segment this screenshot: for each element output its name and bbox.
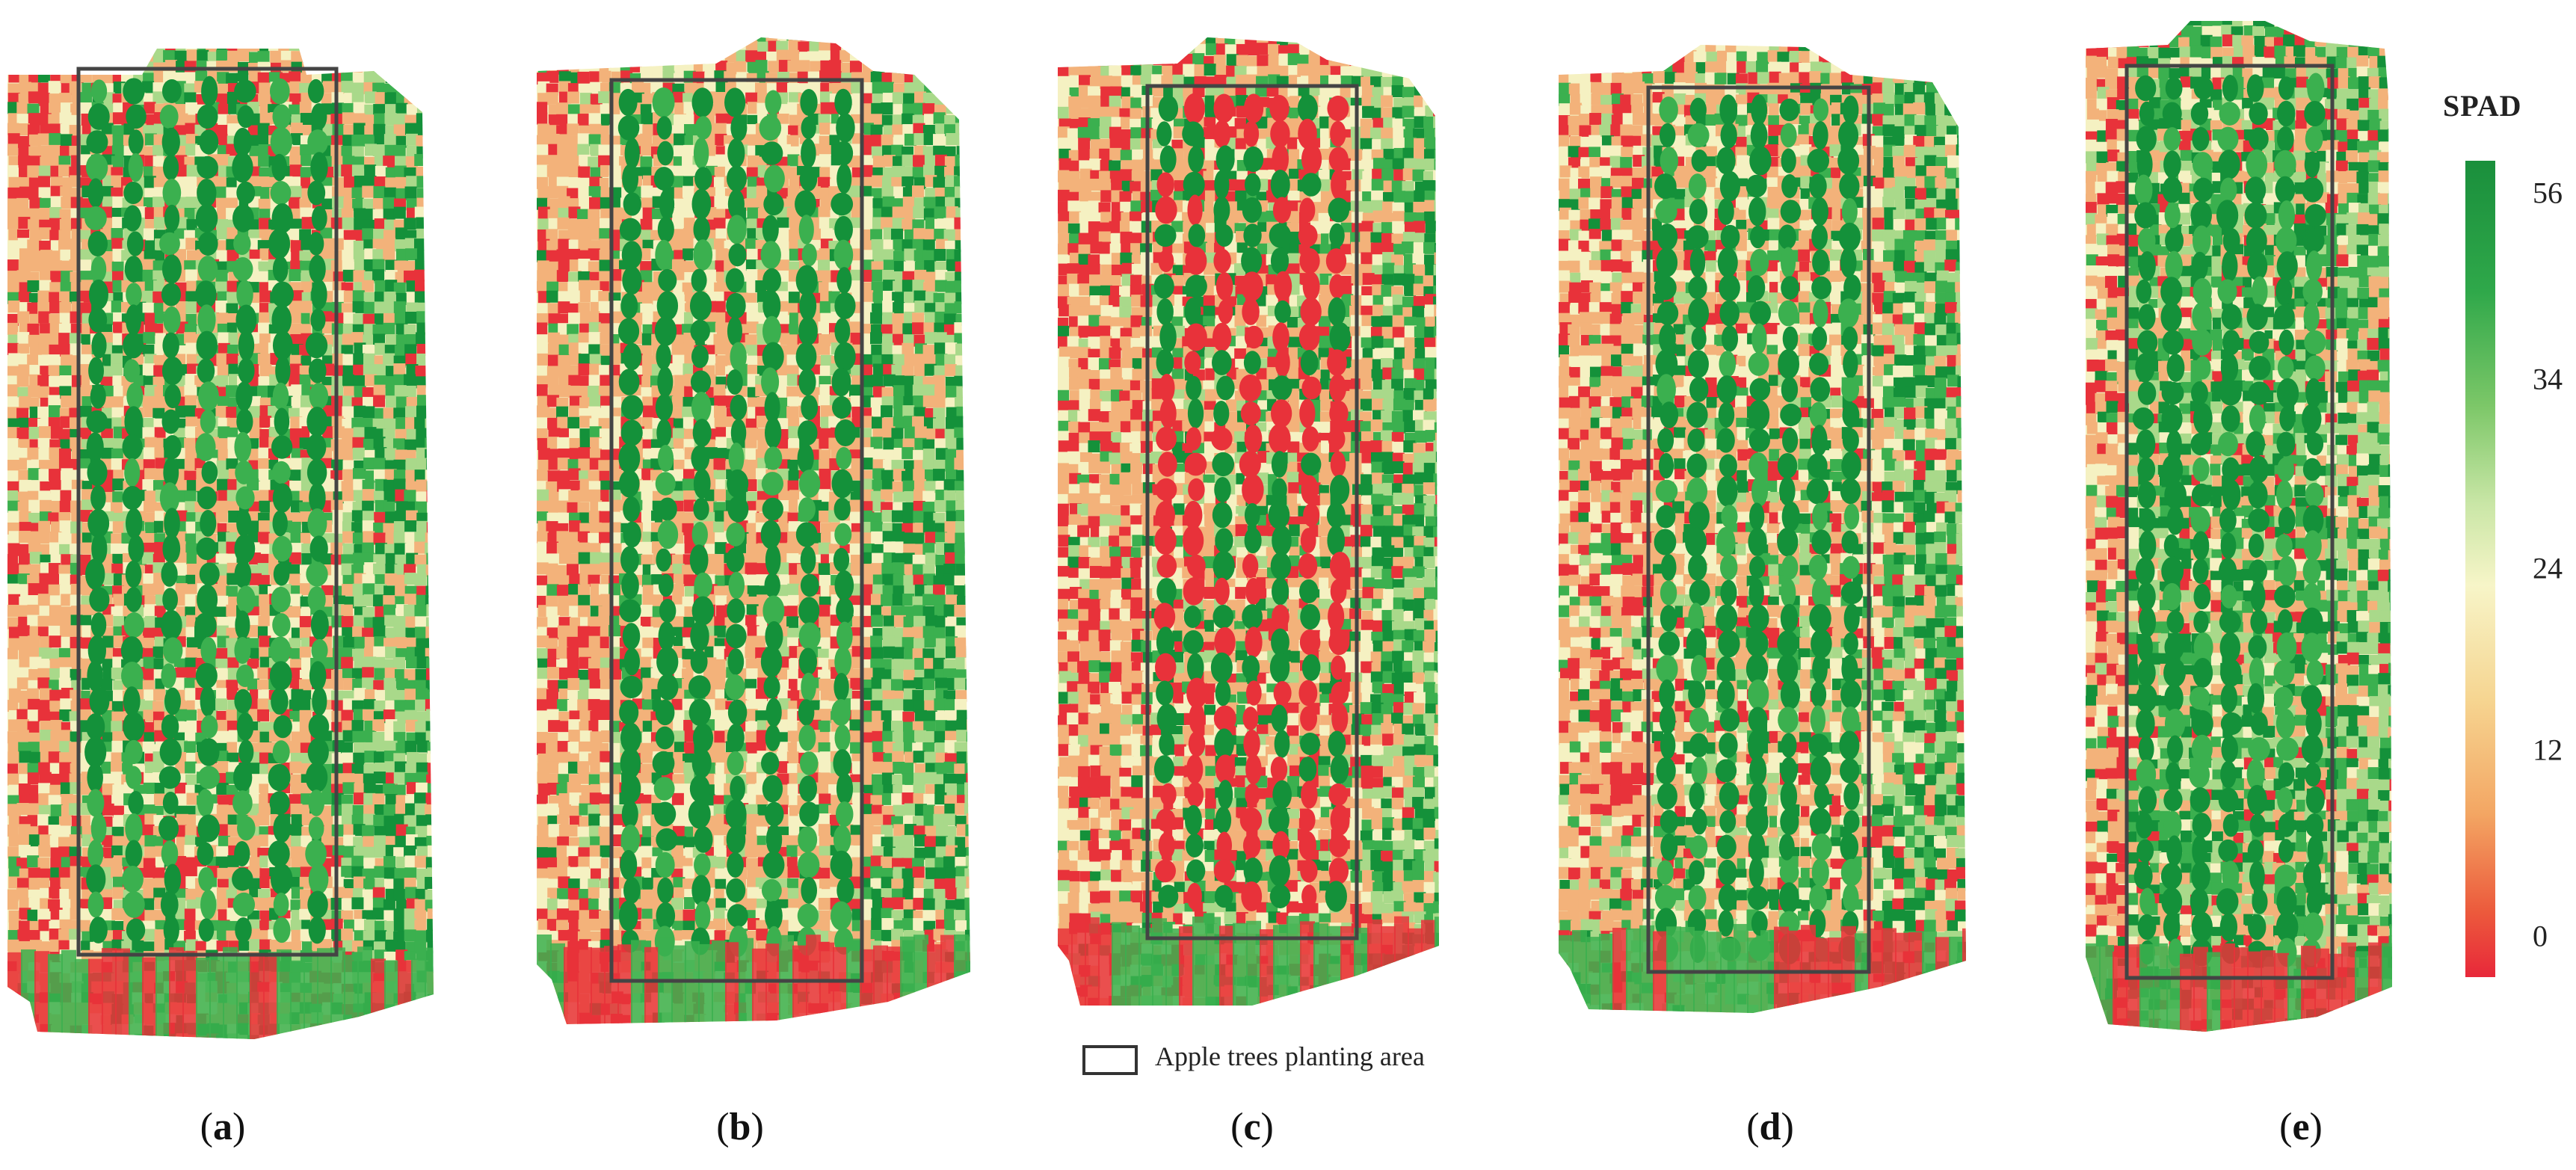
planting-area-frame-a	[76, 67, 339, 957]
spad-colorbar	[2465, 161, 2495, 977]
spad-map-panel-e	[2086, 15, 2392, 1032]
planting-area-frame-d	[1646, 85, 1871, 974]
colorbar-tick-56: 56	[2533, 176, 2563, 210]
spad-map-panel-a	[7, 30, 434, 1039]
spad-map-image-b	[537, 37, 970, 1024]
spad-map-image-c	[1058, 37, 1439, 1006]
colorbar-tick-0: 0	[2533, 919, 2548, 953]
spad-map-panel-b	[537, 30, 970, 1024]
spad-map-panel-c	[1058, 34, 1439, 1006]
planting-area-legend-swatch	[1082, 1045, 1138, 1075]
planting-area-frame-e	[2124, 64, 2335, 980]
planting-area-frame-b	[609, 78, 864, 983]
planting-area-frame-c	[1145, 84, 1359, 940]
panel-label-c: (c)	[1230, 1106, 1274, 1148]
spad-map-panel-d	[1559, 41, 1966, 1013]
panel-label-e: (e)	[2279, 1106, 2323, 1148]
panel-label-a: (a)	[200, 1106, 246, 1148]
planting-area-legend-label: Apple trees planting area	[1155, 1041, 1425, 1071]
colorbar-tick-12: 12	[2533, 733, 2563, 767]
colorbar-title: SPAD	[2443, 89, 2522, 123]
colorbar-tick-24: 24	[2533, 551, 2563, 585]
spad-map-image-a	[7, 49, 434, 1039]
panel-label-b: (b)	[716, 1106, 764, 1148]
spad-map-image-d	[1559, 45, 1966, 1013]
spad-map-image-e	[2086, 21, 2392, 1032]
colorbar-tick-34: 34	[2533, 362, 2563, 396]
panel-label-d: (d)	[1746, 1106, 1794, 1148]
